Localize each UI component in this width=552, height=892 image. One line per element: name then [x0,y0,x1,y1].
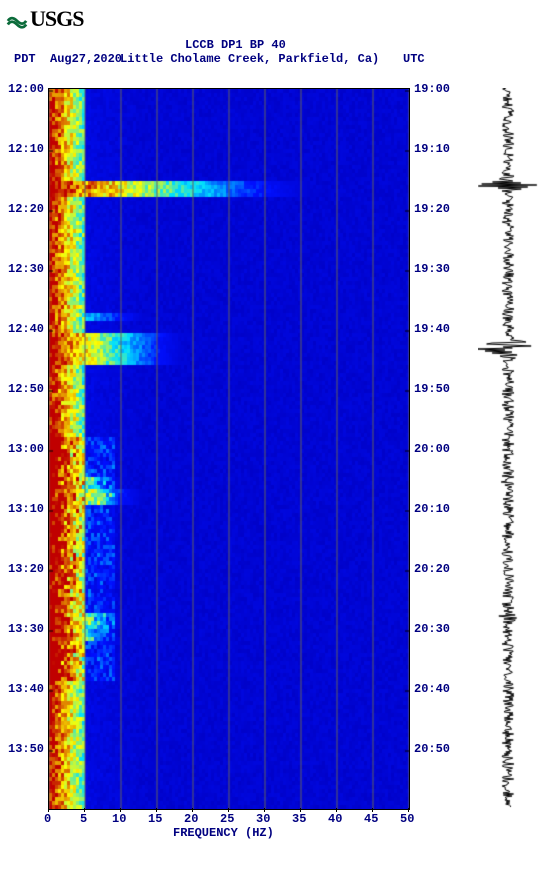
x-tick: 20 [184,812,198,826]
chart-subtitle-left-tz: PDT [14,52,36,66]
x-tick: 5 [80,812,87,826]
x-tick: 40 [328,812,342,826]
y-right-tick: 20:40 [414,682,450,696]
y-left-tick: 12:50 [8,382,44,396]
x-tick: 0 [44,812,51,826]
x-tick: 35 [292,812,306,826]
x-tick: 30 [256,812,270,826]
y-right-tick: 20:50 [414,742,450,756]
y-left-tick: 12:20 [8,202,44,216]
x-tick: 25 [220,812,234,826]
y-right-tick: 19:10 [414,142,450,156]
x-tick: 50 [400,812,414,826]
y-right-tick: 20:00 [414,442,450,456]
y-left-tick: 12:40 [8,322,44,336]
x-tick: 15 [148,812,162,826]
y-left-tick: 13:20 [8,562,44,576]
y-right-tick: 20:10 [414,502,450,516]
spectrogram-heatmap [48,88,410,810]
usgs-wave-icon [6,8,28,30]
y-left-tick: 13:30 [8,622,44,636]
y-right-tick: 19:20 [414,202,450,216]
chart-subtitle-date: Aug27,2020 [50,52,122,66]
y-right-tick: 19:30 [414,262,450,276]
y-left-tick: 13:00 [8,442,44,456]
y-left-tick: 12:30 [8,262,44,276]
usgs-logo: USGS [6,6,83,32]
y-right-tick: 19:40 [414,322,450,336]
y-right-tick: 20:20 [414,562,450,576]
y-left-tick: 13:10 [8,502,44,516]
x-tick: 10 [112,812,126,826]
chart-subtitle-location: Little Cholame Creek, Parkfield, Ca) [120,52,379,66]
chart-subtitle-right-tz: UTC [403,52,425,66]
y-right-tick: 19:00 [414,82,450,96]
y-left-tick: 13:40 [8,682,44,696]
y-right-tick: 20:30 [414,622,450,636]
x-axis-label: FREQUENCY (HZ) [173,826,274,840]
y-left-tick: 12:10 [8,142,44,156]
x-tick: 45 [364,812,378,826]
chart-title: LCCB DP1 BP 40 [185,38,286,52]
y-left-tick: 13:50 [8,742,44,756]
seismic-waveform [478,88,538,808]
y-left-tick: 12:00 [8,82,44,96]
y-right-tick: 19:50 [414,382,450,396]
usgs-logo-text: USGS [30,6,83,32]
